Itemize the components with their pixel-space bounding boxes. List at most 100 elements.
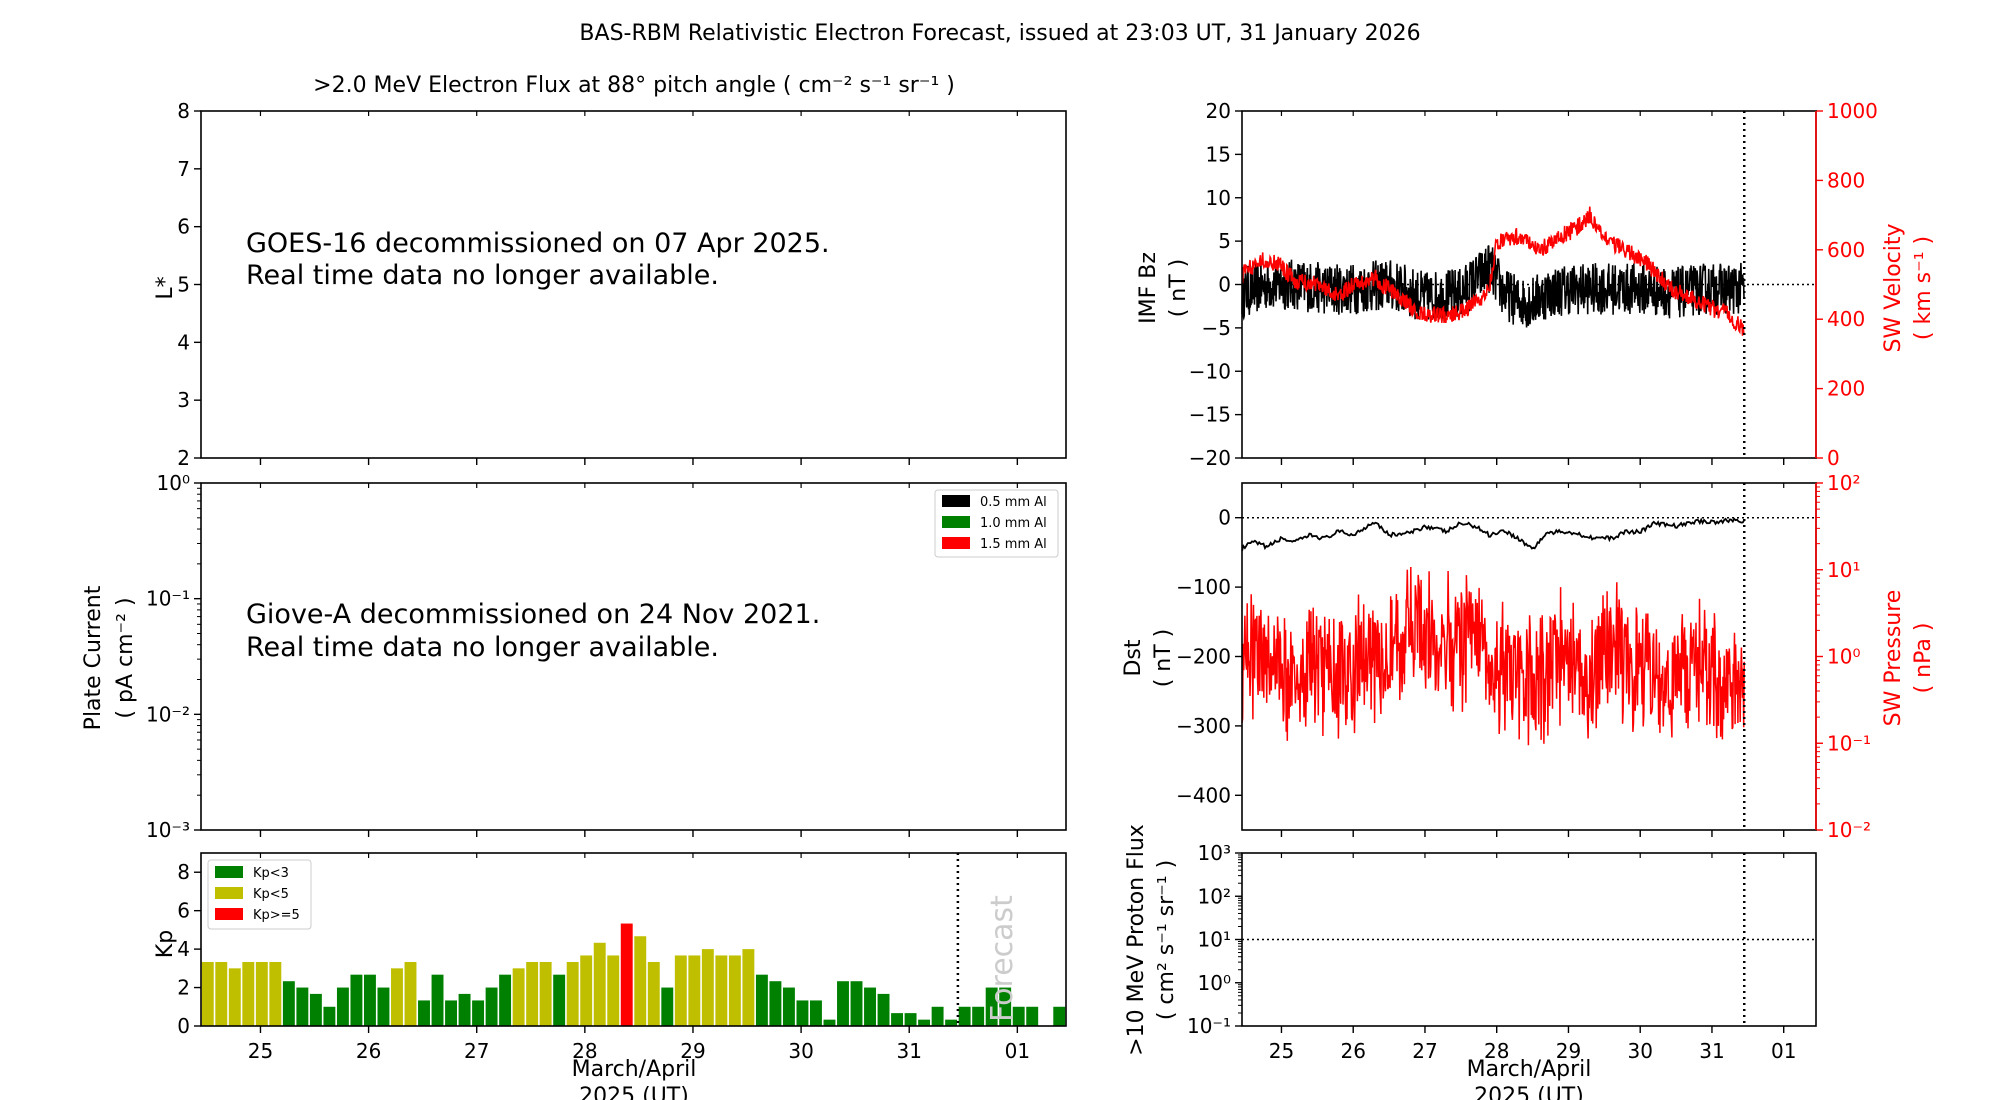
dst-y-ticks: −400 −300 −200 −100 0 (1176, 506, 1242, 807)
plate-current-y-ticks: 10⁻³ 10⁻² 10⁻¹ 10⁰ (146, 471, 201, 842)
imf-x-ticks (1280, 111, 1785, 465)
dst-ytick-2-label: −200 (1176, 645, 1231, 669)
kp-frame (200, 852, 1067, 1027)
proton-flux-y-ticks: 10⁻¹ 10⁰ 10¹ 10² 10³ (1187, 841, 1242, 1038)
imf-panel: IMF Bz ( nT ) SW Velocity ( km s⁻¹ ) −20… (1136, 99, 1936, 470)
dst-line (1241, 517, 1745, 552)
kp-bar (499, 974, 512, 1026)
plate-current-frame (200, 482, 1067, 831)
swp-ytick-0-label: 10⁻² (1827, 818, 1871, 842)
kp-bar (985, 987, 998, 1026)
kp-bar (1053, 1006, 1066, 1026)
dst-ylabel-line1: Dst (1121, 639, 1146, 676)
proton-ytick-1-label: 10⁰ (1198, 971, 1231, 995)
proton-flux-ylabel-line2: ( cm² s⁻¹ sr⁻¹ ) (1154, 860, 1179, 1020)
kp-bar (931, 1006, 944, 1026)
imf-ytick-4-label: 0 (1218, 273, 1231, 297)
kp-legend-label-red: Kp>=5 (253, 908, 300, 923)
kp-bar (877, 993, 890, 1026)
kp-ytick-4-label: 8 (177, 860, 190, 884)
kp-legend-label-green: Kp<3 (253, 866, 289, 881)
kp-bar (1026, 1006, 1039, 1026)
kp-bar (458, 993, 471, 1026)
sw-velocity-line (1241, 206, 1745, 336)
kp-bar (350, 974, 363, 1026)
kp-bar (742, 949, 755, 1026)
dst-ytick-4-label: 0 (1218, 506, 1231, 530)
imf-ytick-5-label: 5 (1218, 229, 1231, 253)
kp-bar (309, 993, 322, 1026)
proton-ytick-0-label: 10⁻¹ (1187, 1014, 1231, 1038)
imf-ytick-8-label: 20 (1206, 99, 1231, 123)
proton-x-axis-label-line2: 2025 (UT) (1474, 1084, 1584, 1100)
kp-bar (296, 987, 309, 1026)
kp-bar (891, 1013, 904, 1026)
imf-ytick-6-label: 10 (1206, 186, 1231, 210)
imf-ytick-0-label: −20 (1189, 446, 1231, 470)
imf-ytick-1-label: −15 (1189, 403, 1231, 427)
kp-bars (201, 923, 1066, 1026)
proton-ytick-4-label: 10³ (1198, 841, 1231, 865)
kp-bar (647, 961, 660, 1026)
swv-ytick-2-label: 400 (1827, 307, 1865, 331)
swv-ytick-3-label: 600 (1827, 238, 1865, 262)
kp-bar (1012, 1006, 1025, 1026)
proton-flux-ylabel-line1: >10 MeV Proton Flux (1124, 824, 1149, 1056)
kp-bar (418, 1000, 430, 1026)
kp-bar (972, 1006, 985, 1026)
plate-ytick-3-label: 10⁰ (157, 471, 190, 495)
proton-flux-x-ticks: 25 26 27 28 29 30 31 01 (1269, 853, 1796, 1063)
electron-flux-notice-line1: GOES-16 decommissioned on 07 Apr 2025. (246, 228, 830, 259)
kp-x-tick-label-29: 29 (680, 1039, 705, 1063)
kp-bar (242, 961, 255, 1026)
flux-ytick-1-label: 3 (177, 388, 190, 412)
kp-legend-swatch-red (215, 908, 243, 920)
kp-bar (918, 1019, 931, 1026)
swp-ytick-3-label: 10¹ (1827, 558, 1860, 582)
electron-flux-panel: >2.0 MeV Electron Flux at 88° pitch angl… (153, 73, 1067, 470)
flux-ytick-5-label: 7 (177, 157, 190, 181)
kp-legend: Kp<3 Kp<5 Kp>=5 (207, 859, 312, 930)
kp-bar (512, 968, 525, 1026)
imf-ytick-2-label: −10 (1189, 359, 1231, 383)
kp-bar (539, 961, 552, 1026)
flux-ytick-2-label: 4 (177, 330, 190, 354)
imf-ytick-3-label: −5 (1202, 316, 1231, 340)
kp-x-axis-label-line2: 2025 (UT) (579, 1084, 689, 1100)
kp-bar (201, 961, 214, 1026)
kp-legend-label-yellow: Kp<5 (253, 887, 289, 902)
proton-x-tick-label-29: 29 (1556, 1039, 1581, 1063)
kp-bar (526, 961, 539, 1026)
proton-x-axis-label-line1: March/April (1467, 1057, 1592, 1082)
kp-bar (904, 1013, 917, 1026)
kp-legend-swatch-yellow (215, 887, 243, 899)
kp-bar (634, 936, 647, 1026)
kp-bar (269, 961, 282, 1026)
imf-ylabel-line1: IMF Bz (1136, 252, 1161, 324)
kp-bar (580, 955, 593, 1026)
flux-ytick-4-label: 6 (177, 215, 190, 239)
plate-ytick-0-label: 10⁻³ (146, 818, 190, 842)
kp-ytick-2-label: 4 (177, 937, 190, 961)
kp-bar (593, 942, 606, 1026)
legend-swatch-0-5mm (942, 495, 970, 507)
kp-x-tick-label-26: 26 (356, 1039, 381, 1063)
swp-ytick-4-label: 10² (1827, 471, 1860, 495)
kp-bar (728, 955, 741, 1026)
electron-flux-x-ticks (259, 111, 1019, 465)
kp-bar (472, 1000, 485, 1026)
sw-velocity-y-ticks: 0 200 400 600 800 1000 (1816, 99, 1878, 470)
swp-ytick-2-label: 10⁰ (1827, 645, 1860, 669)
kp-bar (674, 955, 687, 1026)
kp-bar (620, 923, 633, 1026)
kp-bar (391, 968, 403, 1026)
proton-x-tick-label-31: 31 (1699, 1039, 1724, 1063)
kp-bar (701, 949, 714, 1026)
dst-panel: Dst ( nT ) SW Pressure ( nPa ) −400−300−… (1121, 471, 1936, 842)
sw-pressure-y-ticks: 10⁻² 10⁻¹ 10⁰ 10¹ 10² (1816, 471, 1871, 842)
kp-bar (323, 1006, 336, 1026)
kp-bar (782, 987, 795, 1026)
kp-bar (215, 961, 228, 1026)
proton-x-tick-label-27: 27 (1412, 1039, 1437, 1063)
kp-bar (566, 961, 579, 1026)
